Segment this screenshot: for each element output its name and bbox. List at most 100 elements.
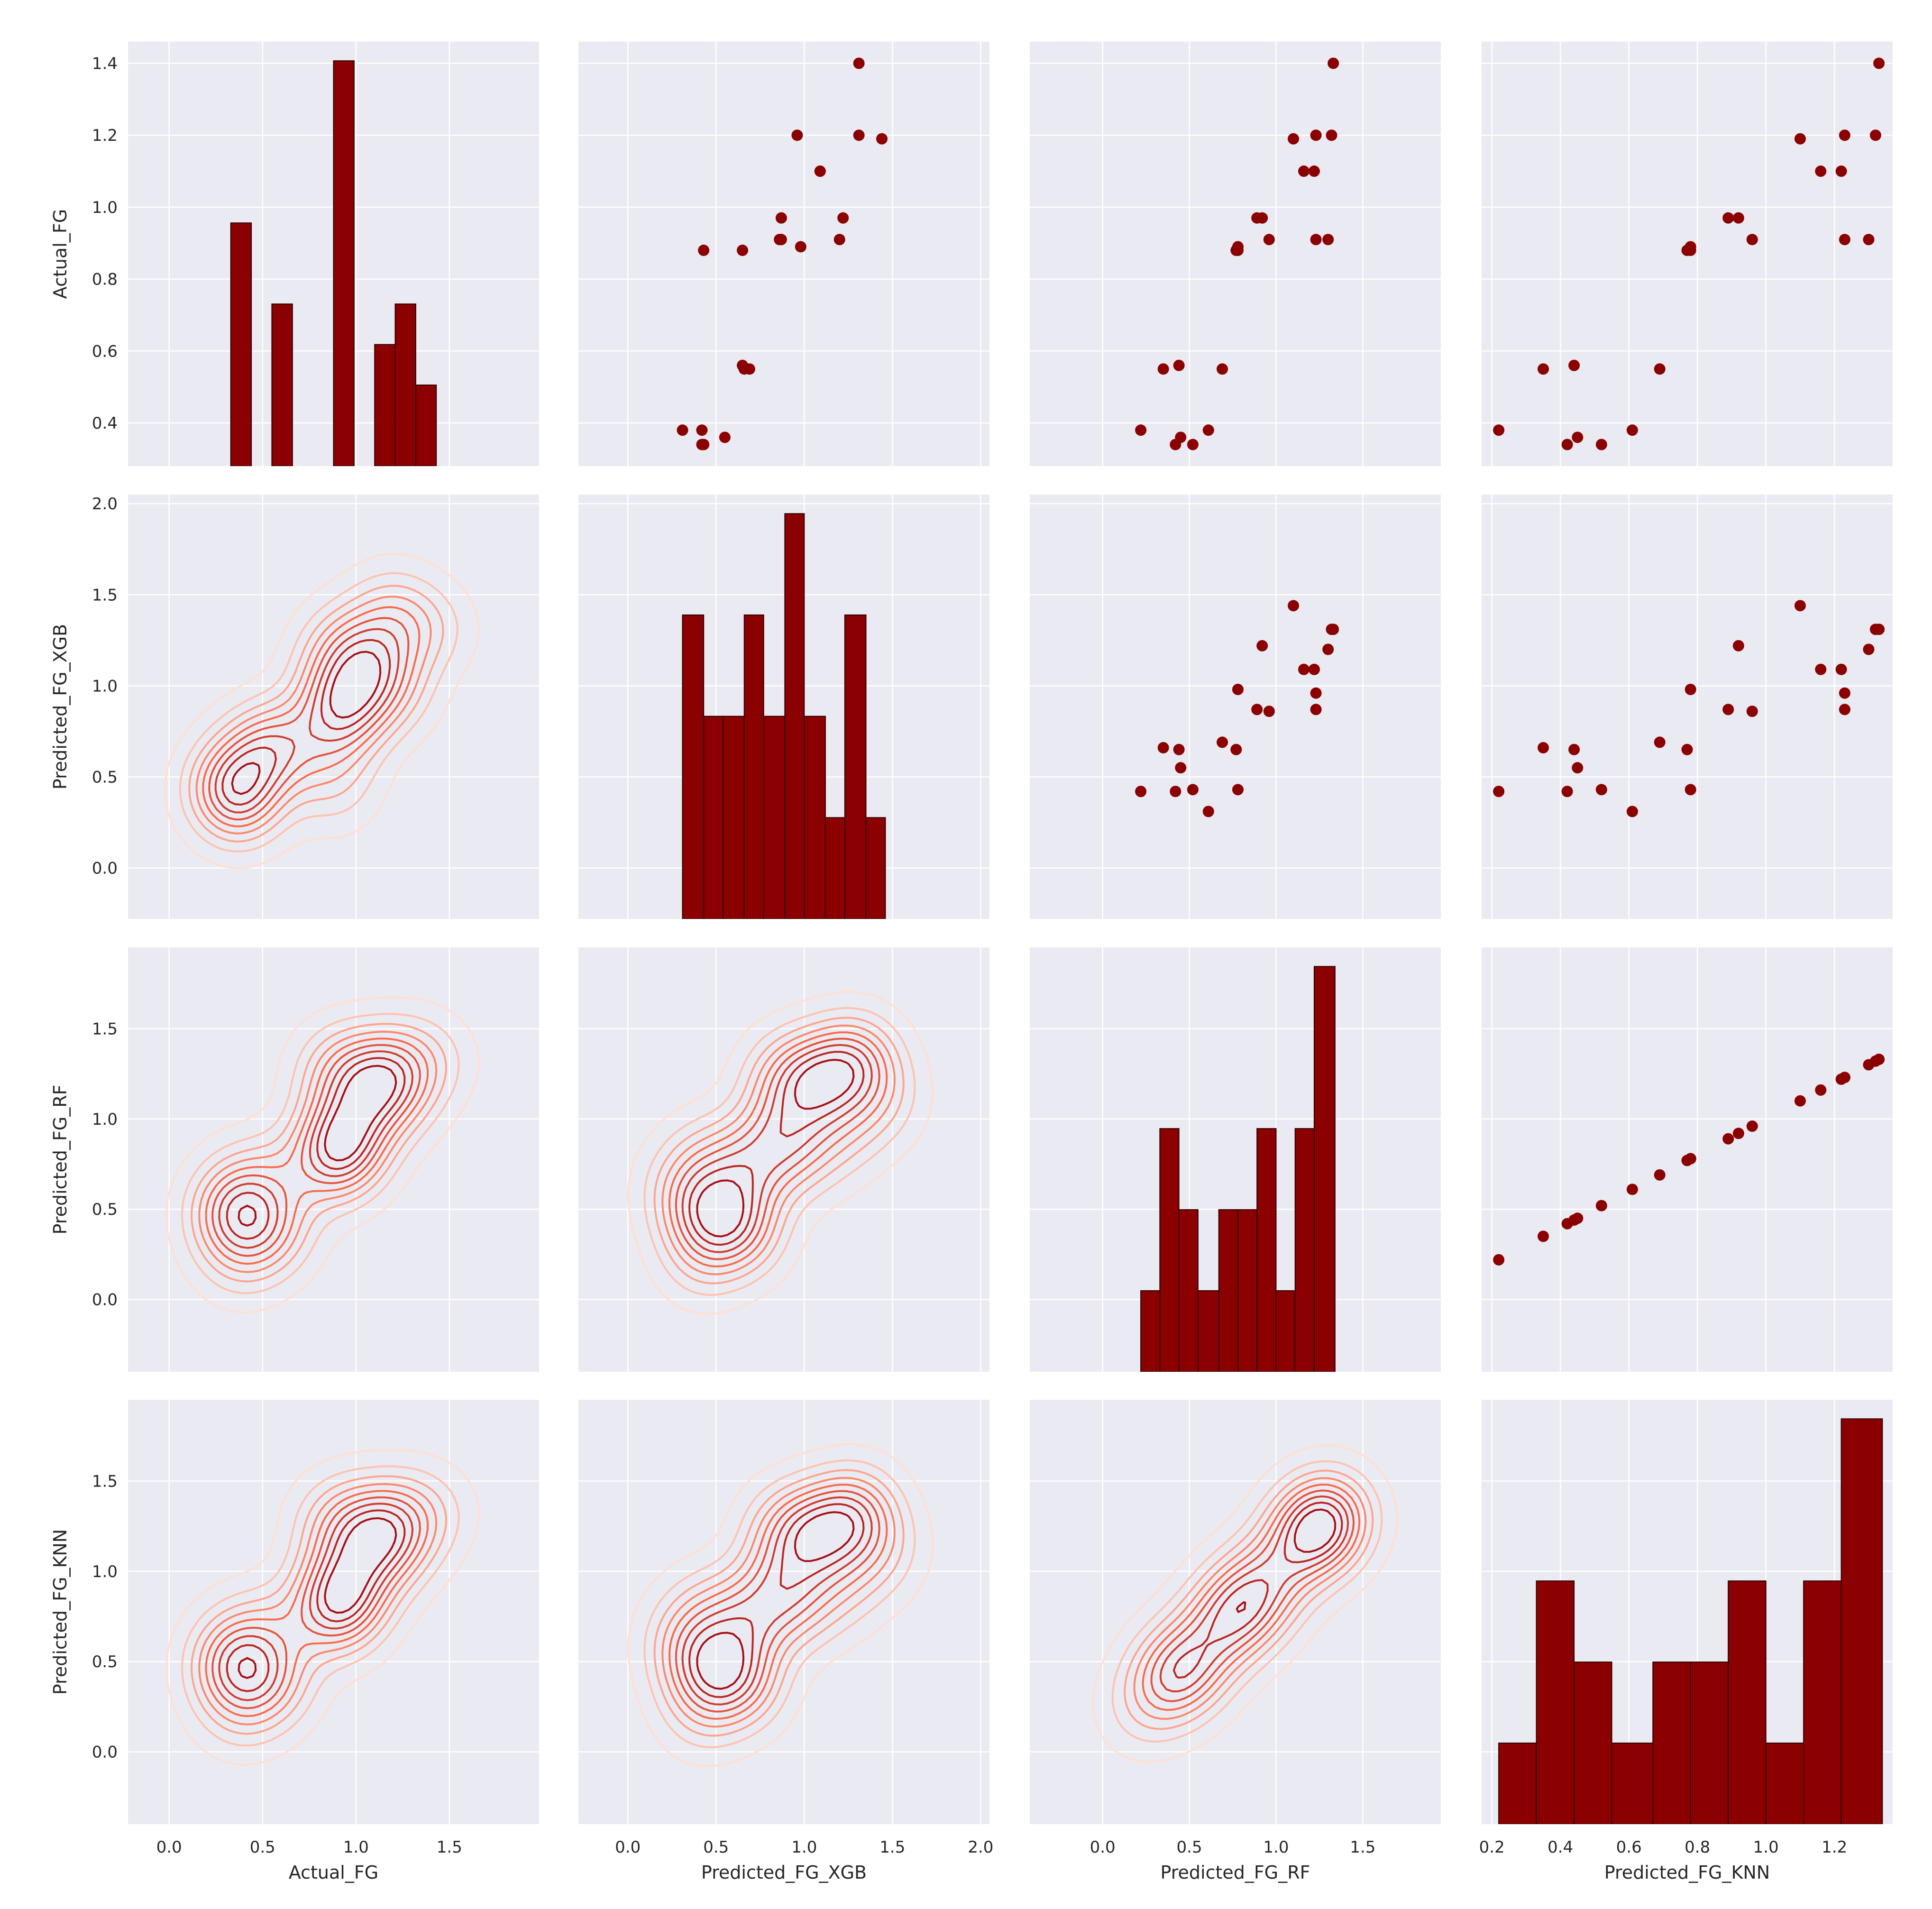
x-tick-label: 2.0 — [968, 1838, 993, 1857]
kde-contour — [668, 1031, 888, 1267]
scatter-point — [1232, 684, 1244, 696]
histogram-bar — [1197, 1290, 1219, 1372]
scatter-point — [1202, 424, 1214, 436]
kde-contour — [165, 1449, 480, 1766]
histogram-bar — [1690, 1661, 1729, 1824]
scatter-point — [1685, 1153, 1696, 1165]
scatter-point — [1322, 234, 1334, 246]
scatter-point — [1170, 786, 1181, 798]
y-tick-label: 2.0 — [92, 495, 118, 514]
scatter-point — [1187, 784, 1199, 796]
scatter-point — [1835, 663, 1847, 675]
scatter-point — [1493, 424, 1505, 436]
y-axis-label-actual-fg: Actual_FG — [50, 209, 71, 299]
kde-contour — [681, 1496, 873, 1706]
scatter-point — [1835, 165, 1847, 177]
scatter-point — [1256, 640, 1268, 652]
x-tick-label: 1.5 — [879, 1838, 905, 1857]
histogram-bar — [1728, 1580, 1767, 1824]
scatter-point — [1794, 1095, 1806, 1107]
scatter-point — [1561, 439, 1573, 450]
y-axis-label-predicted-fg-rf: Predicted_FG_RF — [50, 1085, 71, 1235]
x-tick-label: 0.8 — [1685, 1838, 1710, 1857]
scatter-point — [1572, 762, 1584, 774]
scatter-point — [1202, 806, 1214, 817]
x-tick-label: 0.6 — [1616, 1838, 1642, 1857]
scatter-point — [1288, 133, 1300, 145]
scatter-point — [1328, 624, 1339, 635]
scatter-point — [837, 212, 849, 224]
kde-contour — [643, 1007, 916, 1296]
y-tick-label: 1.5 — [92, 1472, 118, 1491]
kde-contour — [165, 996, 480, 1313]
kde-contour — [1124, 1469, 1374, 1730]
y-tick-label: 0.0 — [92, 1743, 118, 1762]
x-tick-label: 0.5 — [1177, 1838, 1202, 1857]
scatter-point — [1217, 736, 1228, 748]
scatter-point — [1251, 704, 1263, 716]
histogram-bar — [1159, 1128, 1180, 1372]
scatter-point — [1732, 212, 1744, 224]
histogram-bar — [743, 614, 764, 919]
kde-contour — [661, 1024, 896, 1276]
histogram-bar — [784, 513, 805, 919]
kde-contour — [226, 1509, 406, 1692]
scatter-point — [1298, 663, 1309, 675]
kde-contour — [668, 1484, 888, 1720]
kde-contour — [661, 1477, 896, 1728]
scatter-point — [1815, 663, 1827, 675]
panel-marks — [164, 553, 480, 869]
panel-background — [1482, 495, 1893, 919]
panel-marks — [1135, 57, 1339, 450]
histogram-bar — [804, 716, 826, 919]
panel-predicted-fg-xgb-vs-actual-fg: 0.0 0.5 1.0 1.5 2.0 — [92, 495, 539, 919]
kde-contour — [164, 553, 480, 869]
panel-marks — [682, 513, 886, 919]
scatter-point — [1839, 129, 1850, 141]
scatter-point — [1561, 786, 1573, 798]
scatter-point — [1746, 706, 1758, 717]
kde-contour — [1142, 1483, 1361, 1711]
x-tick-label: 1.5 — [437, 1838, 462, 1857]
kde-contour — [653, 1017, 905, 1285]
scatter-point — [1732, 1128, 1744, 1139]
scatter-point — [795, 241, 806, 253]
kde-contour — [205, 1490, 429, 1717]
scatter-point — [1217, 363, 1228, 375]
scatter-point — [1157, 742, 1169, 753]
scatter-point — [698, 439, 710, 450]
scatter-point — [775, 234, 787, 246]
x-axis-label-predicted-fg-rf: Predicted_FG_RF — [1161, 1862, 1310, 1883]
kde-contour — [205, 1037, 429, 1265]
scatter-point — [775, 212, 787, 224]
histogram-bar — [1256, 1128, 1277, 1372]
scatter-point — [1288, 600, 1300, 612]
scatter-point — [1722, 212, 1734, 224]
panel-actual-fg-vs-predicted-fg-knn — [1482, 42, 1893, 466]
scatter-point — [1722, 1133, 1734, 1145]
scatter-point — [737, 244, 749, 256]
panel-predicted-fg-rf-vs-actual-fg: 0.0 0.5 1.0 1.5 — [92, 947, 539, 1372]
scatter-point — [1654, 1169, 1666, 1181]
scatter-point — [1308, 663, 1320, 675]
kde-contour — [696, 1511, 855, 1690]
panel-marks — [230, 60, 437, 466]
panel-marks — [1498, 1418, 1883, 1824]
scatter-point — [1310, 234, 1322, 246]
y-tick-label: 0.4 — [92, 414, 118, 433]
pairplot-grid: 0.4 0.6 0.8 1.0 1.2 1.4 0.0 0.5 1.0 1.5 2.0 0.0 0.5 1… — [92, 42, 1893, 1857]
kde-contour — [238, 1517, 397, 1679]
panel-actual-fg-vs-predicted-fg-rf — [1030, 42, 1441, 466]
y-axis-label-predicted-fg-xgb: Predicted_FG_XGB — [50, 624, 71, 789]
scatter-point — [1863, 234, 1875, 246]
scatter-point — [1326, 129, 1337, 141]
scatter-point — [833, 234, 845, 246]
histogram-bar — [394, 303, 416, 466]
panel-background — [128, 495, 539, 919]
scatter-point — [1538, 742, 1549, 753]
scatter-point — [1626, 1184, 1638, 1195]
histogram-bar — [763, 716, 786, 919]
scatter-point — [1681, 743, 1693, 755]
scatter-point — [1187, 439, 1199, 450]
kde-contour — [218, 1503, 414, 1701]
